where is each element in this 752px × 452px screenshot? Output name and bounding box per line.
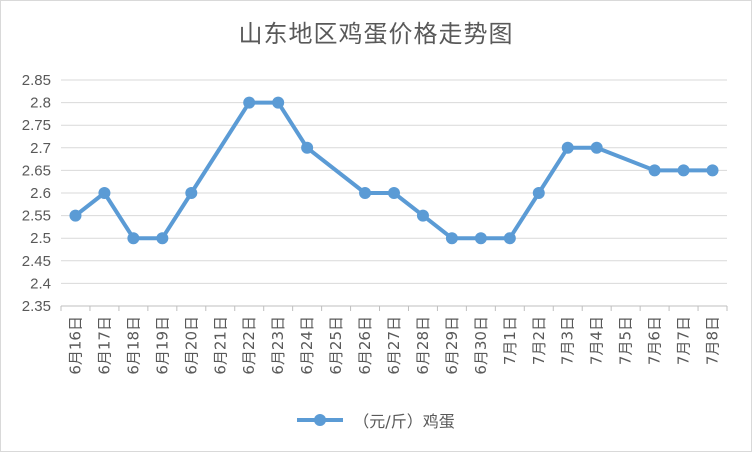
x-tick-label: 6月27日 [385,316,403,375]
chart-title: 山东地区鸡蛋价格走势图 [238,20,514,48]
x-tick-label: 6月29日 [443,316,461,375]
data-point [532,187,545,199]
legend-label: （元/斤）鸡蛋 [353,412,455,431]
data-point [156,232,169,245]
data-point [185,187,198,199]
data-point [590,141,603,154]
x-tick-label: 6月22日 [240,316,258,375]
data-point [677,164,690,177]
data-point [98,187,111,199]
data-point [503,232,516,245]
data-point [388,187,400,199]
x-tick-label: 6月17日 [95,316,113,375]
y-tick-label: 2.55 [22,208,51,225]
data-point [648,164,661,177]
data-point [445,232,458,245]
x-tick-label: 7月3日 [559,316,577,365]
x-tick-label: 6月30日 [472,316,490,375]
x-tick-label: 6月28日 [414,316,432,375]
y-tick-label: 2.65 [22,162,51,179]
x-tick-label: 7月7日 [675,316,693,365]
x-tick-label: 6月23日 [269,316,287,375]
data-point [474,232,487,245]
data-point [706,164,719,177]
data-point [69,209,82,222]
x-tick-label: 6月19日 [153,316,171,375]
y-tick-label: 2.8 [30,95,51,112]
x-tick-label: 7月8日 [704,316,722,365]
y-tick-label: 2.6 [30,185,51,202]
x-tick-label: 7月6日 [646,316,664,365]
data-point [243,96,256,109]
x-tick-label: 6月25日 [327,316,345,375]
y-tick-label: 2.5 [30,230,51,247]
data-point [301,141,314,154]
data-point [127,232,140,245]
x-tick-label: 7月4日 [588,316,606,365]
data-point [359,187,372,199]
x-tick-label: 6月26日 [356,316,374,375]
y-tick-label: 2.45 [22,253,51,270]
data-point [561,141,574,154]
x-tick-label: 6月24日 [298,316,316,375]
y-tick-label: 2.85 [22,72,51,89]
legend: （元/斤）鸡蛋 [0,408,752,432]
legend-line-marker-icon [297,413,344,427]
y-tick-label: 2.75 [22,117,51,134]
y-tick-label: 2.4 [30,275,51,292]
x-tick-label: 6月18日 [124,316,142,375]
x-tick-label: 6月20日 [182,316,200,375]
x-tick-label: 7月1日 [501,316,519,365]
y-tick-label: 2.7 [30,140,51,157]
x-tick-label: 6月21日 [211,316,229,375]
x-tick-label: 7月2日 [530,316,548,365]
x-tick-label: 7月5日 [617,316,635,365]
data-point [272,96,285,109]
x-tick-label: 6月16日 [66,316,84,375]
data-point [416,209,429,222]
y-tick-label: 2.35 [22,298,51,315]
